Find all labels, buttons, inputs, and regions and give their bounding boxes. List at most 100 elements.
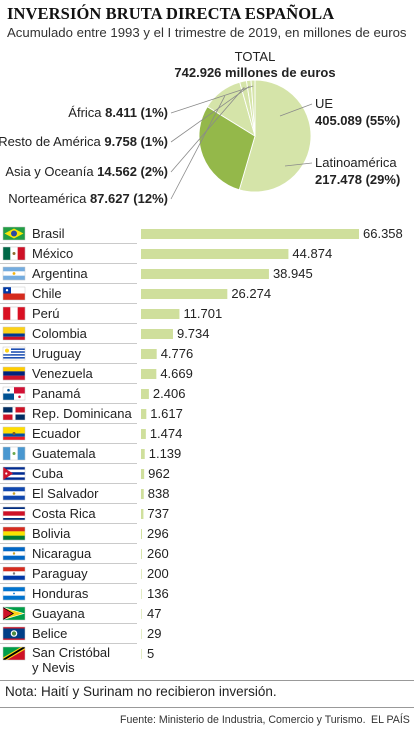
bar-ecuador: [141, 429, 146, 439]
flag-honduras-icon: [2, 586, 26, 601]
flag-ecuador-icon: [2, 426, 26, 441]
flag-belize-icon: [2, 626, 26, 641]
chart-title: INVERSIÓN BRUTA DIRECTA ESPAÑOLA: [7, 4, 335, 23]
bar-value-nicaragua: 260: [147, 546, 169, 561]
bar-value-panama: 2.406: [153, 386, 186, 401]
pie-leader-africa: [170, 85, 254, 114]
bar-value-ecuador: 1.474: [150, 426, 183, 441]
bar-value-san-cristobal-y-nevis: 5: [147, 646, 154, 661]
flag-venezuela-icon: [2, 366, 26, 381]
flag-guatemala-icon: [2, 446, 26, 461]
bar-peru: [141, 309, 180, 319]
bar-venezuela: [141, 369, 157, 379]
bar-value-chile: 26.274: [231, 286, 271, 301]
bar-label-honduras: Honduras: [32, 586, 89, 601]
bar-uruguay: [141, 349, 157, 359]
flag-nicaragua-icon: [2, 546, 26, 561]
bar-value-cuba: 962: [148, 466, 170, 481]
bar-row-el-salvador: El Salvador 838: [0, 486, 169, 504]
flag-peru-icon: [2, 306, 26, 321]
bar-row-peru: Perú 11.701: [0, 306, 222, 324]
bar-label-paraguay: Paraguay: [32, 566, 88, 581]
bar-label-colombia: Colombia: [32, 326, 88, 341]
flag-paraguay-icon: [2, 566, 26, 581]
bar-row-nicaragua: Nicaragua 260: [0, 546, 169, 564]
flag-el-salvador-icon: [2, 486, 26, 501]
bar-label-uruguay: Uruguay: [32, 346, 82, 361]
pie-leader-ue: [279, 103, 313, 117]
bar-row-costa-rica: Costa Rica 737: [0, 506, 169, 524]
bar-row-honduras: Honduras 136: [0, 586, 169, 604]
flag-costa-rica-icon: [2, 506, 26, 521]
bar-row-mexico: México 44.874: [0, 246, 332, 264]
bar-value-venezuela: 4.669: [160, 366, 193, 381]
chart-subtitle: Acumulado entre 1993 y el I trimestre de…: [7, 25, 407, 40]
source-separator: [0, 707, 414, 708]
flag-argentina-icon: [2, 266, 26, 281]
pie-slice-ue: [238, 79, 312, 193]
pie-label-ue-value: 405.089 (55%): [315, 113, 400, 128]
bar-value-brasil: 66.358: [363, 226, 403, 241]
footnote: Nota: Haití y Surinam no recibieron inve…: [5, 684, 277, 699]
pie-label-resto-de-america: Resto de América 9.758 (1%): [0, 134, 168, 149]
bar-row-san-cristobal-y-nevis: San Cristóbal y Nevis 5: [2, 645, 154, 675]
flag-chile-icon: [2, 286, 26, 301]
bar-honduras: [141, 589, 142, 599]
bar-costa-rica: [141, 509, 144, 519]
bar-san-cristobal-y-nevis: [141, 649, 142, 659]
bar-label-guayana: Guayana: [32, 606, 86, 621]
bar-value-belice: 29: [147, 626, 161, 641]
bar-label-rep-dominicana: Rep. Dominicana: [32, 406, 132, 421]
bar-value-honduras: 136: [147, 586, 169, 601]
pie-label-latam-value: 217.478 (29%): [315, 172, 400, 187]
source-credit: Fuente: Ministerio de Industria, Comerci…: [120, 714, 366, 726]
flag-guyana-icon: [2, 606, 26, 621]
pie-label-asia-y-oceania: Asia y Oceanía 14.562 (2%): [5, 164, 168, 179]
bar-argentina: [141, 269, 269, 279]
bar-row-panama: Panamá 2.406: [0, 386, 185, 404]
bar-row-uruguay: Uruguay 4.776: [0, 346, 193, 364]
bar-rep-dominicana: [141, 409, 147, 419]
bar-label-ecuador: Ecuador: [32, 426, 81, 441]
bar-label-mexico: México: [32, 246, 73, 261]
flag-saint-kitts-and-nevis-icon: [2, 646, 26, 661]
bar-value-peru: 11.701: [183, 306, 222, 321]
bar-value-colombia: 9.734: [177, 326, 210, 341]
bar-label-venezuela: Venezuela: [32, 366, 93, 381]
flag-uruguay-icon: [2, 346, 26, 361]
bar-value-guayana: 47: [147, 606, 161, 621]
bar-colombia: [141, 329, 173, 339]
pie-slice-africa: [250, 79, 256, 137]
bar-el-salvador: [141, 489, 144, 499]
bar-label-guatemala: Guatemala: [32, 446, 96, 461]
bar-row-belice: Belice 29: [0, 626, 161, 644]
bar-label-el-salvador: El Salvador: [32, 486, 99, 501]
pie-total-value: 742.926 millones de euros: [174, 65, 335, 80]
bar-row-venezuela: Venezuela 4.669: [0, 366, 193, 384]
bar-guatemala: [141, 449, 145, 459]
bar-cuba: [141, 469, 145, 479]
bar-value-paraguay: 200: [147, 566, 169, 581]
bar-label-peru: Perú: [32, 306, 59, 321]
bar-row-bolivia: Bolivia 296: [0, 526, 169, 544]
flag-dominican-republic-icon: [2, 406, 26, 421]
bar-label-argentina: Argentina: [32, 266, 88, 281]
bar-row-guayana: Guayana 47: [0, 606, 161, 624]
bar-value-el-salvador: 838: [148, 486, 170, 501]
bar-row-cuba: Cuba 962: [0, 466, 170, 484]
bar-guayana: [141, 609, 142, 619]
pie-label-norteamerica: Norteamérica 87.627 (12%): [8, 191, 168, 206]
bar-mexico: [141, 249, 289, 259]
bar-label-chile: Chile: [32, 286, 62, 301]
bar-panama: [141, 389, 149, 399]
bar-row-chile: Chile 26.274: [0, 286, 271, 304]
bar-nicaragua: [141, 549, 142, 559]
flag-panama-icon: [2, 386, 26, 401]
note-separator: [0, 680, 414, 681]
publisher-credit: EL PAÍS: [371, 714, 410, 726]
pie-total-label: TOTAL: [235, 49, 276, 64]
bar-label-nicaragua: Nicaragua: [32, 546, 92, 561]
bar-chile: [141, 289, 228, 299]
